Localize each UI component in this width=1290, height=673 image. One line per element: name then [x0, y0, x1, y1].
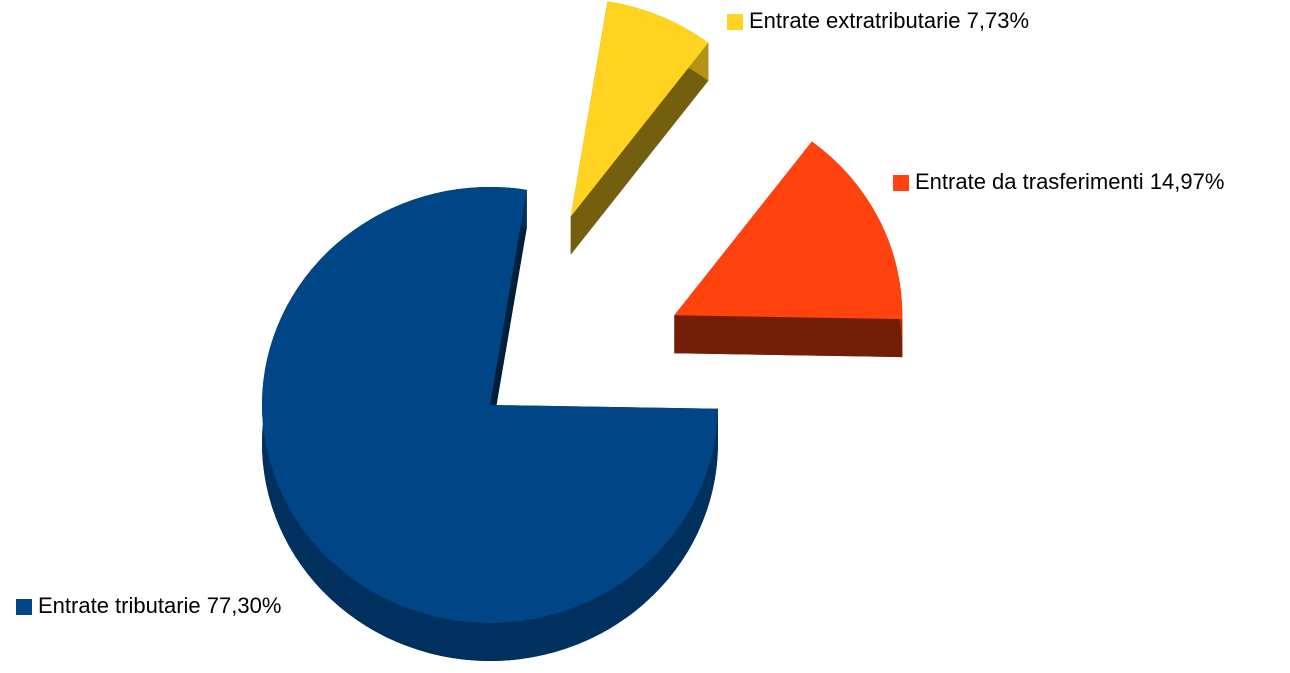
value-label: 77,30% — [207, 593, 282, 618]
slice-tops — [262, 1, 903, 623]
data-label: Entrate tributarie 77,30% — [38, 593, 281, 618]
label-swatch — [727, 14, 743, 30]
slice — [674, 141, 903, 320]
data-label: Entrate extratributarie 7,73% — [749, 8, 1029, 33]
slice-edge — [674, 315, 903, 358]
slice-edge — [570, 42, 709, 255]
slice-edge — [490, 189, 527, 443]
category-name: Entrate extratributarie — [749, 8, 961, 33]
slice — [570, 1, 709, 217]
label-swatch — [893, 175, 909, 191]
category-name: Entrate da trasferimenti — [915, 169, 1144, 194]
label-swatch — [16, 599, 32, 615]
slice — [262, 186, 718, 623]
value-label: 14,97% — [1150, 169, 1225, 194]
value-label: 7,73% — [967, 8, 1029, 33]
data-label: Entrate da trasferimenti 14,97% — [915, 169, 1224, 194]
category-name: Entrate tributarie — [38, 593, 201, 618]
